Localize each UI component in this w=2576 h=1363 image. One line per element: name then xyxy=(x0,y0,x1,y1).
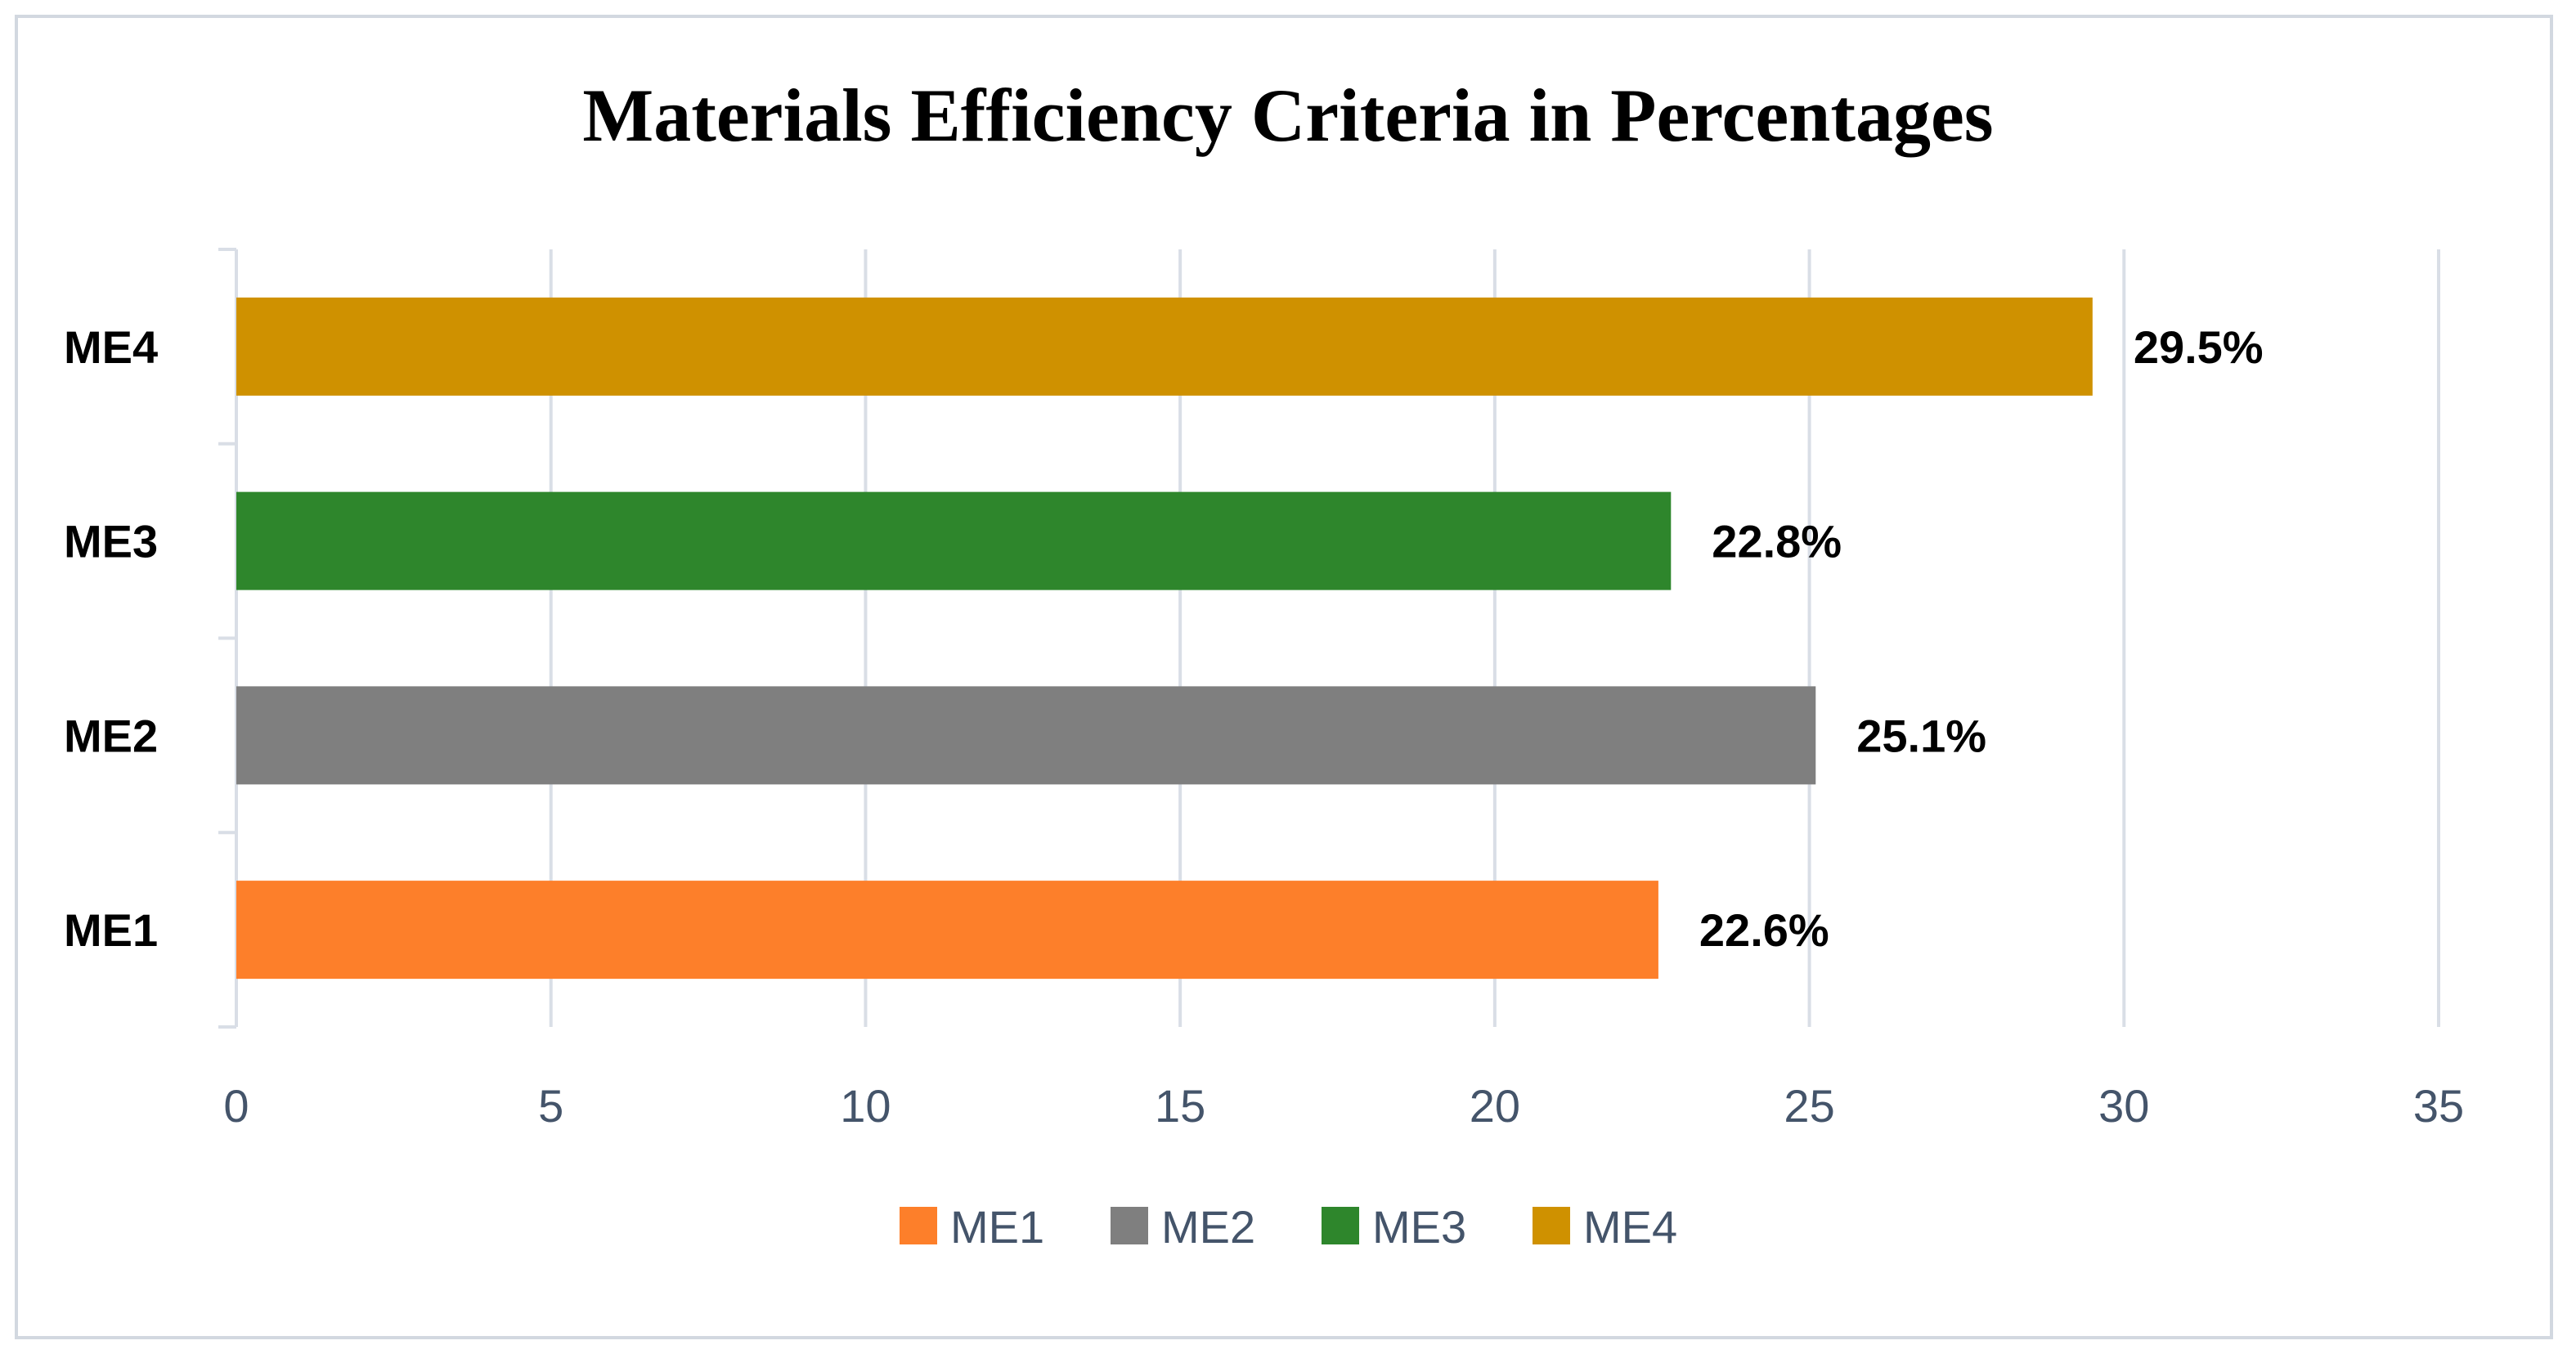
bar-me3 xyxy=(236,491,1672,590)
x-tick-label: 15 xyxy=(1155,1080,1205,1132)
bar-me1 xyxy=(236,881,1658,980)
legend-label-me3: ME3 xyxy=(1372,1201,1466,1253)
chart-title: Materials Efficiency Criteria in Percent… xyxy=(582,74,1993,157)
data-label-me3: 22.8% xyxy=(1712,516,1842,567)
x-tick-labels: 0 5 10 15 20 25 30 35 xyxy=(223,1080,2464,1132)
category-label-me1: ME1 xyxy=(64,904,158,956)
category-label-me2: ME2 xyxy=(64,710,158,761)
x-tick-label: 30 xyxy=(2098,1080,2149,1132)
category-axis xyxy=(218,248,238,1029)
category-labels: ME1 ME2 ME3 ME4 xyxy=(64,321,158,956)
legend-swatch-me3 xyxy=(1322,1207,1359,1244)
bars xyxy=(236,297,2093,980)
x-tick-label: 10 xyxy=(840,1080,891,1132)
x-tick-label: 35 xyxy=(2413,1080,2464,1132)
data-label-me2: 25.1% xyxy=(1856,710,1986,761)
x-tick-label: 25 xyxy=(1784,1080,1834,1132)
legend-swatch-me1 xyxy=(900,1207,937,1244)
legend-label-me2: ME2 xyxy=(1161,1201,1255,1253)
legend-label-me4: ME4 xyxy=(1583,1201,1677,1253)
chart-frame xyxy=(15,15,2553,1339)
bar-me4 xyxy=(236,297,2093,396)
data-label-me1: 22.6% xyxy=(1699,904,1829,956)
data-label-me4: 29.5% xyxy=(2134,321,2264,373)
legend-swatch-me2 xyxy=(1111,1207,1148,1244)
legend-swatch-me4 xyxy=(1533,1207,1570,1244)
x-tick-label: 0 xyxy=(223,1080,249,1132)
category-label-me3: ME3 xyxy=(64,516,158,567)
legend-label-me1: ME1 xyxy=(950,1201,1044,1253)
category-label-me4: ME4 xyxy=(64,321,158,373)
x-tick-label: 20 xyxy=(1470,1080,1520,1132)
legend: ME1 ME2 ME3 ME4 xyxy=(900,1201,1677,1253)
data-labels: 22.6% 25.1% 22.8% 29.5% xyxy=(1699,321,2264,956)
x-tick-label: 5 xyxy=(538,1080,563,1132)
bar-me2 xyxy=(236,686,1816,785)
